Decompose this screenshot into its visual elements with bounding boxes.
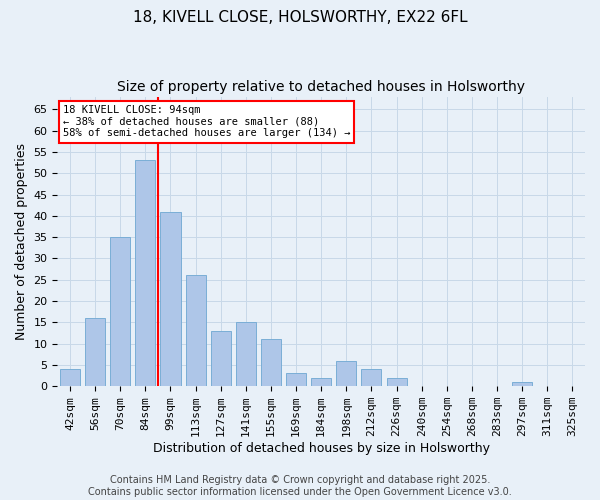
- Bar: [135, 160, 155, 386]
- Bar: [60, 369, 80, 386]
- Bar: [261, 340, 281, 386]
- Bar: [85, 318, 105, 386]
- Bar: [236, 322, 256, 386]
- Y-axis label: Number of detached properties: Number of detached properties: [15, 143, 28, 340]
- Text: 18 KIVELL CLOSE: 94sqm
← 38% of detached houses are smaller (88)
58% of semi-det: 18 KIVELL CLOSE: 94sqm ← 38% of detached…: [62, 105, 350, 138]
- Title: Size of property relative to detached houses in Holsworthy: Size of property relative to detached ho…: [117, 80, 525, 94]
- Bar: [311, 378, 331, 386]
- Bar: [110, 237, 130, 386]
- X-axis label: Distribution of detached houses by size in Holsworthy: Distribution of detached houses by size …: [153, 442, 490, 455]
- Text: Contains HM Land Registry data © Crown copyright and database right 2025.
Contai: Contains HM Land Registry data © Crown c…: [88, 476, 512, 497]
- Text: 18, KIVELL CLOSE, HOLSWORTHY, EX22 6FL: 18, KIVELL CLOSE, HOLSWORTHY, EX22 6FL: [133, 10, 467, 25]
- Bar: [386, 378, 407, 386]
- Bar: [185, 276, 206, 386]
- Bar: [160, 212, 181, 386]
- Bar: [512, 382, 532, 386]
- Bar: [336, 360, 356, 386]
- Bar: [286, 374, 306, 386]
- Bar: [361, 369, 382, 386]
- Bar: [211, 331, 231, 386]
